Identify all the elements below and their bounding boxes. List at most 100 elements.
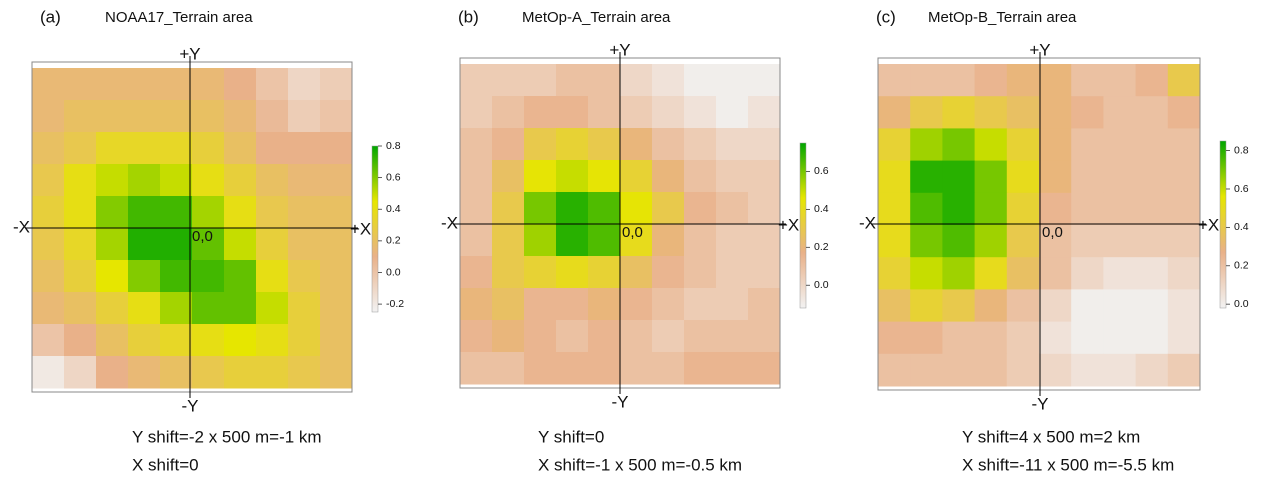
- heat-cell: [942, 225, 976, 258]
- heat-cell: [716, 160, 749, 193]
- heat-cell: [1103, 353, 1137, 387]
- heat-cell: [96, 68, 129, 101]
- heat-cell: [974, 257, 1008, 290]
- heat-cell: [748, 96, 781, 129]
- heat-cell: [320, 164, 353, 197]
- heat-cell: [716, 256, 749, 289]
- heat-cell: [748, 160, 781, 193]
- heat-cell: [192, 228, 225, 261]
- heat-cell: [1103, 160, 1137, 194]
- plot-frame: [31, 61, 353, 393]
- heat-cell: [942, 321, 976, 355]
- heat-cell: [1006, 257, 1040, 290]
- heat-cell: [1039, 192, 1072, 226]
- heat-cell: [192, 356, 225, 389]
- axis-label-top: +Y: [1029, 40, 1050, 59]
- heat-cell: [160, 260, 193, 293]
- heat-cell: [1103, 128, 1137, 162]
- heat-cell: [1071, 96, 1104, 129]
- heat-cell: [1039, 289, 1072, 323]
- heat-cell: [224, 228, 257, 261]
- heat-cell: [492, 320, 525, 353]
- heat-cell: [224, 100, 257, 133]
- heat-cell: [1167, 64, 1201, 97]
- heat-cell: [224, 132, 257, 165]
- heat-cell: [716, 288, 749, 321]
- heat-cell: [224, 292, 257, 325]
- heat-cell: [160, 292, 193, 325]
- heat-cell: [556, 320, 589, 353]
- heat-cell: [910, 353, 943, 387]
- heat-cell: [288, 100, 321, 133]
- heat-cell: [1071, 289, 1104, 323]
- heat-cell: [128, 292, 161, 325]
- heat-cell: [910, 192, 943, 226]
- heat-cell: [620, 64, 653, 97]
- heat-cell: [320, 132, 353, 165]
- origin-label: 0,0: [1042, 224, 1063, 241]
- heat-cell: [878, 225, 911, 258]
- heat-cell: [716, 96, 749, 129]
- axis-label-right: +X: [778, 215, 799, 234]
- heat-cell: [748, 352, 781, 385]
- heat-cell: [460, 192, 493, 225]
- heat-cell: [878, 321, 911, 355]
- heat-cell: [556, 64, 589, 97]
- heat-cell: [224, 68, 257, 101]
- heat-cell: [1039, 160, 1072, 194]
- heat-cell: [256, 260, 289, 293]
- heat-cell: [684, 64, 717, 97]
- caption: Y shift=-2 x 500 m=-1 km: [132, 427, 322, 446]
- heat-cell: [1135, 192, 1169, 226]
- heat-cell: [192, 260, 225, 293]
- heat-cell: [64, 132, 97, 165]
- heat-cell: [192, 324, 225, 357]
- heat-cell: [96, 324, 129, 357]
- heat-cell: [256, 68, 289, 101]
- panel-label: (c): [876, 7, 896, 26]
- heat-cell: [588, 64, 621, 97]
- panel-title: NOAA17_Terrain area: [105, 9, 253, 26]
- heat-cell: [1006, 160, 1040, 194]
- heat-cell: [1167, 257, 1201, 290]
- heat-cell: [620, 192, 653, 225]
- heat-cell: [256, 132, 289, 165]
- heat-cell: [160, 132, 193, 165]
- heat-cell: [96, 260, 129, 293]
- axis-label-bottom: -Y: [612, 392, 629, 411]
- heat-cell: [160, 196, 193, 229]
- heat-cell: [910, 160, 943, 194]
- heat-cell: [652, 192, 685, 225]
- colorbar-tick-label: 0.8: [1234, 144, 1249, 156]
- heat-cell: [64, 196, 97, 229]
- heat-cell: [1006, 192, 1040, 226]
- heat-cell: [32, 164, 65, 197]
- heat-cell: [192, 292, 225, 325]
- heat-cell: [652, 64, 685, 97]
- origin-label: 0,0: [192, 228, 213, 245]
- axis-label-left: -X: [441, 213, 458, 232]
- heat-cell: [1039, 225, 1072, 258]
- heat-cell: [460, 128, 493, 161]
- panel-label: (a): [40, 7, 61, 26]
- heat-cell: [288, 292, 321, 325]
- heat-cell: [192, 100, 225, 133]
- heat-cell: [620, 256, 653, 289]
- heat-cell: [64, 356, 97, 389]
- heat-cell: [128, 68, 161, 101]
- heat-cell: [256, 228, 289, 261]
- colorbar-tick-label: 0.0: [814, 279, 829, 291]
- heat-cell: [1071, 257, 1104, 290]
- heat-cell: [288, 228, 321, 261]
- heat-cell: [910, 289, 943, 323]
- heat-cell: [256, 324, 289, 357]
- panel-title: MetOp-B_Terrain area: [928, 9, 1077, 26]
- heat-cell: [288, 68, 321, 101]
- axis-label-left: -X: [859, 213, 876, 232]
- heat-cell: [878, 64, 911, 97]
- colorbar: [799, 142, 807, 309]
- caption: Y shift=0: [538, 427, 604, 446]
- heat-cell: [256, 100, 289, 133]
- heat-cell: [942, 289, 976, 323]
- heat-cell: [492, 256, 525, 289]
